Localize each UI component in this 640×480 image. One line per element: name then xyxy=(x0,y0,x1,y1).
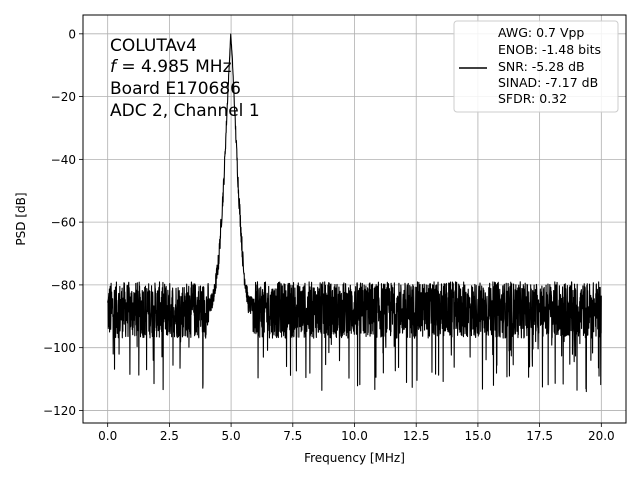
plot-data xyxy=(107,33,602,393)
x-tick-label: 7.5 xyxy=(283,429,302,443)
y-tick-label: 0 xyxy=(68,27,76,41)
x-axis-label: Frequency [MHz] xyxy=(304,451,405,465)
plot-frame xyxy=(82,14,627,424)
info-annotation: COLUTAv4 f = 4.985 MHz Board E170686 ADC… xyxy=(110,36,260,121)
annotation-line-4: ADC 2, Channel 1 xyxy=(110,101,260,121)
y-tick-label: −60 xyxy=(51,216,76,230)
x-tick-label: 20.0 xyxy=(588,429,615,443)
annotation-line-1: COLUTAv4 xyxy=(110,36,197,56)
y-tick-label: −80 xyxy=(51,278,76,292)
y-axis-label: PSD [dB] xyxy=(14,192,28,245)
psd-series-line xyxy=(107,33,602,393)
legend: AWG: 0.7 Vpp ENOB: -1.48 bits SNR: -5.28… xyxy=(453,20,619,113)
legend-line-sinad: SINAD: -7.17 dB xyxy=(498,75,598,90)
y-tick-label: −20 xyxy=(51,90,76,104)
annotation-line-2-variable: f xyxy=(110,57,119,77)
x-tick-label: 10.0 xyxy=(341,429,368,443)
legend-line-enob: ENOB: -1.48 bits xyxy=(498,42,601,57)
axis-ticks: 0.0 2.5 5.0 7.5 10.0 12.5 15.0 17.5 20.0 0 −20 −40 −… xyxy=(43,27,615,443)
legend-line-snr: SNR: -5.28 dB xyxy=(498,59,585,74)
x-tick-label: 17.5 xyxy=(526,429,553,443)
x-tick-label: 5.0 xyxy=(222,429,241,443)
annotation-line-2-value: = 4.985 MHz xyxy=(116,57,232,77)
legend-line-awg: AWG: 0.7 Vpp xyxy=(498,25,584,40)
x-tick-label: 15.0 xyxy=(465,429,492,443)
x-tick-label: 2.5 xyxy=(160,429,179,443)
legend-line-sfdr: SFDR: 0.32 xyxy=(498,91,567,106)
y-tick-label: −100 xyxy=(43,341,76,355)
legend-box xyxy=(453,20,619,113)
y-tick-label: −40 xyxy=(51,153,76,167)
annotation-line-3: Board E170686 xyxy=(110,79,241,99)
x-tick-label: 0.0 xyxy=(98,429,117,443)
annotation-line-2: f = 4.985 MHz xyxy=(110,57,232,77)
y-tick-label: −120 xyxy=(43,404,76,418)
x-tick-label: 12.5 xyxy=(403,429,430,443)
